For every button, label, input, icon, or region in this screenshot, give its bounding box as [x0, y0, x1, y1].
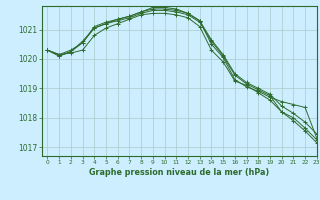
X-axis label: Graphe pression niveau de la mer (hPa): Graphe pression niveau de la mer (hPa)	[89, 168, 269, 177]
